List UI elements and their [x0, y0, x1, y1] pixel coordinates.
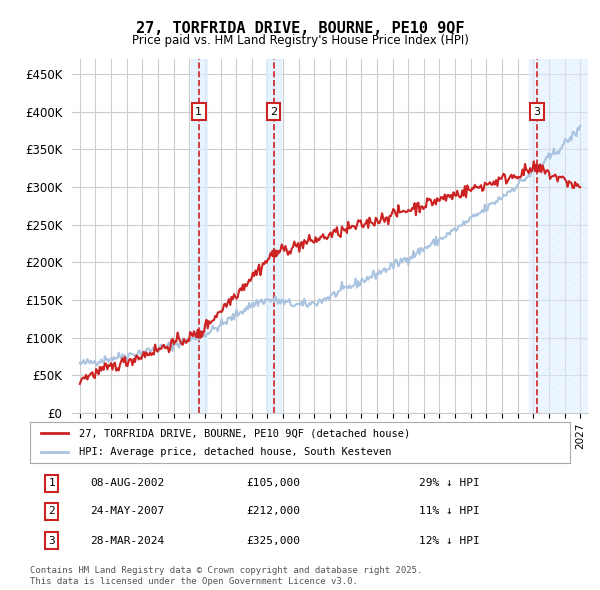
Text: Price paid vs. HM Land Registry's House Price Index (HPI): Price paid vs. HM Land Registry's House … [131, 34, 469, 47]
Bar [529, 59, 588, 413]
Bar [266, 59, 281, 413]
Text: 29% ↓ HPI: 29% ↓ HPI [419, 478, 479, 488]
Text: 2: 2 [48, 506, 55, 516]
Text: 27, TORFRIDA DRIVE, BOURNE, PE10 9QF: 27, TORFRIDA DRIVE, BOURNE, PE10 9QF [136, 21, 464, 35]
Text: 28-MAR-2024: 28-MAR-2024 [90, 536, 164, 546]
Text: £212,000: £212,000 [246, 506, 300, 516]
Text: 3: 3 [48, 536, 55, 546]
Text: 2: 2 [270, 107, 277, 117]
Text: 11% ↓ HPI: 11% ↓ HPI [419, 506, 479, 516]
Text: 08-AUG-2002: 08-AUG-2002 [90, 478, 164, 488]
Text: £325,000: £325,000 [246, 536, 300, 546]
Text: 12% ↓ HPI: 12% ↓ HPI [419, 536, 479, 546]
Text: 1: 1 [48, 478, 55, 488]
Text: 3: 3 [533, 107, 541, 117]
Bar [191, 59, 206, 413]
Text: 1: 1 [195, 107, 202, 117]
Text: £105,000: £105,000 [246, 478, 300, 488]
Text: Contains HM Land Registry data © Crown copyright and database right 2025.
This d: Contains HM Land Registry data © Crown c… [30, 566, 422, 586]
Text: HPI: Average price, detached house, South Kesteven: HPI: Average price, detached house, Sout… [79, 447, 391, 457]
Text: 27, TORFRIDA DRIVE, BOURNE, PE10 9QF (detached house): 27, TORFRIDA DRIVE, BOURNE, PE10 9QF (de… [79, 428, 410, 438]
Text: 24-MAY-2007: 24-MAY-2007 [90, 506, 164, 516]
